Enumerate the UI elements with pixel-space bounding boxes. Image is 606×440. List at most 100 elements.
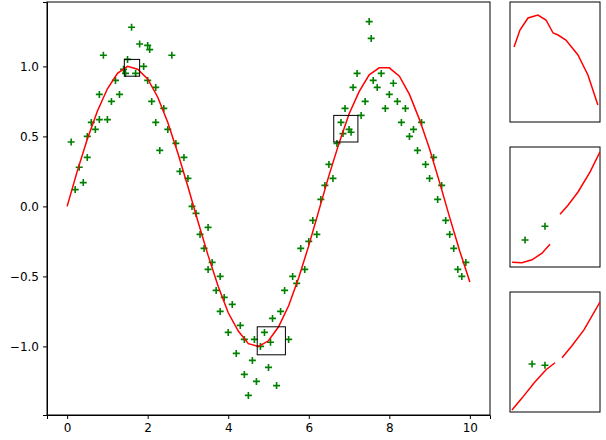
y-tick-mark [43,206,47,207]
y-tick-label: 1.0 [20,60,39,74]
y-tick: −1.0 [10,340,47,354]
point [454,266,461,273]
y-tick-mark [43,346,47,347]
x-axis: 0 2 4 6 8 10 [48,415,491,435]
zoom-box [334,115,358,142]
point [104,116,111,123]
point [229,301,236,308]
point [267,339,274,346]
point [410,126,417,133]
y-tick: 0.5 [20,130,47,144]
point [152,119,159,126]
y-tick-mark [43,276,47,277]
point [446,231,453,238]
point [313,231,320,238]
point [205,224,212,231]
point [366,18,373,25]
x-tick-label: 6 [305,421,313,435]
point [362,98,369,105]
point [358,112,365,119]
chart: 0 2 4 6 8 10 −1.0 −0.5 0.0 0.5 1.0 [0,0,606,440]
x-tick: 0 [64,415,72,435]
zoom-box [124,59,139,76]
y-tick-label: −1.0 [10,340,39,354]
x-tick-mark [470,415,471,419]
point [406,133,413,140]
point [442,217,449,224]
point [422,161,429,168]
point [281,287,288,294]
point [342,105,349,112]
point [156,147,163,154]
frame [510,292,600,412]
plot-area [514,15,598,105]
plot-area [67,18,470,399]
x-tick-mark [389,415,390,419]
y-tick-label: 0.0 [20,200,39,214]
point [217,308,224,315]
point [80,179,87,186]
x-axis-line [48,416,491,420]
point [136,41,143,48]
point [84,154,91,161]
point [529,361,536,368]
point [245,392,252,399]
plot-area [512,152,600,263]
x-tick: 4 [225,415,233,435]
point [180,154,187,161]
y-axis: −1.0 −0.5 0.0 0.5 1.0 [10,3,48,416]
point [458,273,465,280]
y-tick-mark [43,136,47,137]
point [100,52,107,59]
point [96,116,103,123]
x-tick: 6 [305,415,313,435]
y-tick: 0.0 [20,200,47,214]
x-tick-label: 10 [463,421,478,435]
point [265,364,272,371]
panel [510,292,600,412]
panel [510,2,600,122]
point [434,196,441,203]
point [522,237,529,244]
point [402,105,409,112]
point [450,245,457,252]
point [350,84,357,91]
point [217,273,224,280]
line [512,302,600,410]
point [414,147,421,154]
x-tick-label: 0 [64,421,72,435]
point [205,266,212,273]
x-tick-label: 4 [225,421,233,435]
point [398,119,405,126]
line [67,66,470,346]
line [514,15,598,105]
point [92,126,99,133]
y-tick: −0.5 [10,270,47,284]
point [269,315,276,322]
point [285,336,292,343]
point [237,322,244,329]
point [378,70,385,77]
x-tick-mark [228,415,229,419]
x-tick-label: 8 [386,421,394,435]
x-tick: 10 [463,415,478,435]
point [370,77,377,84]
x-tick: 8 [386,415,394,435]
point [368,35,375,42]
point [297,245,304,252]
point [128,24,135,31]
point [374,84,381,91]
point [168,52,175,59]
point [108,98,115,105]
point [426,175,433,182]
point [241,371,248,378]
frame [47,2,490,415]
point [348,129,355,136]
point [233,350,240,357]
point [96,91,103,98]
point [386,91,393,98]
x-tick: 2 [144,415,152,435]
y-tick-label: −0.5 [10,270,39,284]
frame [510,2,600,122]
y-tick: 1.0 [20,60,47,74]
